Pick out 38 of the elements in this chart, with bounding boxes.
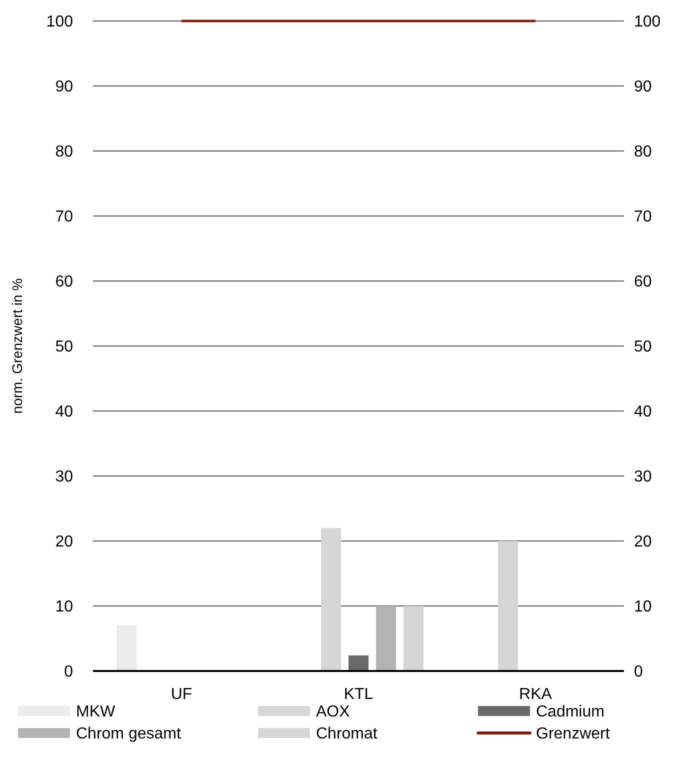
y2-tick-label: 100 [634,14,661,31]
x-tick-label: UF [170,686,192,703]
y-axis-title: norm. Grenzwert in % [9,278,25,414]
y2-tick-label: 10 [634,598,652,616]
bar [376,606,396,671]
y2-tick-label: 80 [634,144,652,161]
legend-label: MKW [76,704,116,721]
y-tick-label: 40 [55,404,74,421]
bar [498,541,518,671]
y-tick-label: 50 [55,338,74,356]
y2-tick-label: 50 [634,338,652,356]
y2-tick-label: 30 [634,468,652,486]
bar [404,606,424,671]
y2-tick-label: 40 [634,404,652,421]
y-tick-label: 10 [55,598,74,616]
y-tick-label: 90 [55,78,74,96]
legend-label: Chrom gesamt [76,726,182,743]
y-tick-label: 80 [55,144,74,161]
legend-label: Chromat [316,726,378,743]
y2-tick-label: 0 [634,664,643,681]
legend-label: Cadmium [536,704,604,721]
y-tick-label: 70 [55,208,74,226]
bar [348,655,368,671]
y-tick-label: 0 [64,664,74,681]
y-tick-label: 20 [55,534,74,551]
x-tick-label: KTL [344,686,374,703]
bar [321,528,341,671]
y-tick-label: 60 [55,274,74,291]
y2-tick-label: 20 [634,534,652,551]
y-tick-label: 100 [46,14,74,31]
y2-tick-label: 70 [634,208,652,226]
bar [116,626,136,671]
legend-label: AOX [316,704,350,721]
y2-tick-label: 90 [634,78,652,96]
legend-label: Grenzwert [536,726,610,743]
x-tick-label: RKA [519,686,552,703]
y-tick-label: 30 [55,468,74,486]
y2-tick-label: 60 [634,274,652,291]
